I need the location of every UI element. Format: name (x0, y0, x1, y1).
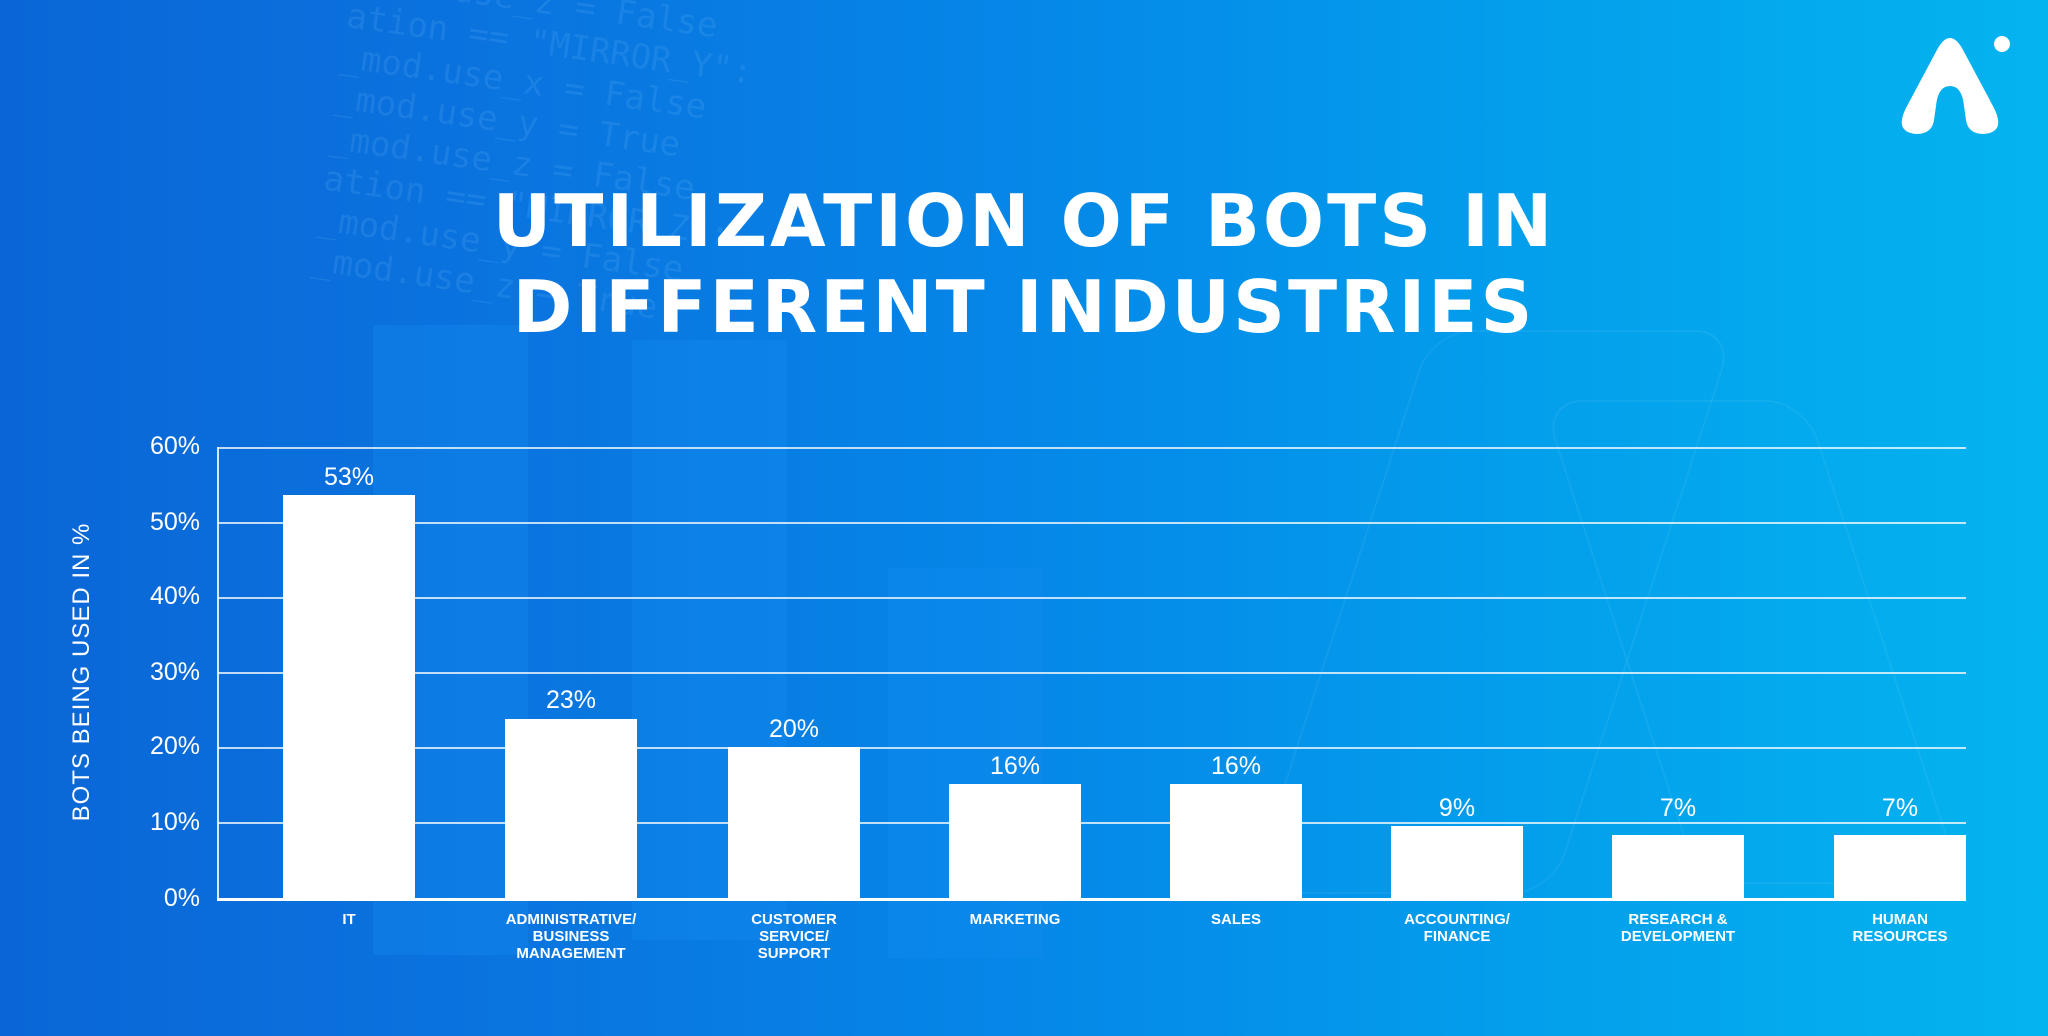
value-label: 9% (1438, 794, 1476, 822)
brand-logo-icon (1901, 36, 2010, 134)
value-label: 7% (1659, 794, 1697, 822)
y-tick: 40% (149, 582, 200, 610)
category-label: IT (342, 911, 356, 928)
bar-administrative (505, 719, 637, 899)
gridline (218, 672, 1966, 674)
category-label: ADMINISTRATIVE/ BUSINESS MANAGEMENT (505, 911, 637, 962)
x-axis-line (217, 898, 1966, 901)
gridline (218, 747, 1966, 749)
category-label: RESEARCH & DEVELOPMENT (1620, 911, 1736, 945)
y-tick: 20% (149, 732, 200, 760)
gridline (218, 447, 1966, 449)
value-label: 23% (545, 686, 597, 714)
bar-customer-service (728, 747, 860, 899)
gridline (218, 522, 1966, 524)
title-line-1: UTILIZATION OF BOTS IN (492, 179, 1556, 263)
gridline (218, 822, 1966, 824)
value-label: 16% (1210, 752, 1262, 780)
y-tick: 50% (149, 508, 200, 536)
category-label: SALES (1210, 911, 1261, 928)
gridline (218, 597, 1966, 599)
category-label: ACCOUNTING/ FINANCE (1404, 911, 1510, 945)
y-axis-label: BOTS BEING USED IN % (68, 522, 95, 822)
title-line-2: DIFFERENT INDUSTRIES (512, 265, 1536, 349)
bar-sales (1170, 784, 1302, 899)
y-tick: 10% (149, 808, 200, 836)
chart-title: UTILIZATION OF BOTS IN DIFFERENT INDUSTR… (0, 178, 2048, 350)
value-label: 53% (323, 463, 375, 491)
value-label: 20% (768, 715, 820, 743)
y-tick: 30% (149, 658, 200, 686)
category-label: MARKETING (969, 911, 1061, 928)
bar-it (283, 495, 415, 899)
bar-marketing (949, 784, 1081, 899)
category-label: CUSTOMER SERVICE/ SUPPORT (751, 911, 837, 962)
value-label: 16% (989, 752, 1041, 780)
category-label: HUMAN RESOURCES (1852, 911, 1948, 945)
bar-accounting (1391, 826, 1523, 899)
y-tick: 60% (149, 432, 200, 460)
y-tick: 0% (163, 884, 200, 912)
bar-research (1612, 835, 1744, 899)
value-label: 7% (1881, 794, 1919, 822)
bar-human-resources (1834, 835, 1966, 899)
y-axis-line (217, 447, 219, 900)
